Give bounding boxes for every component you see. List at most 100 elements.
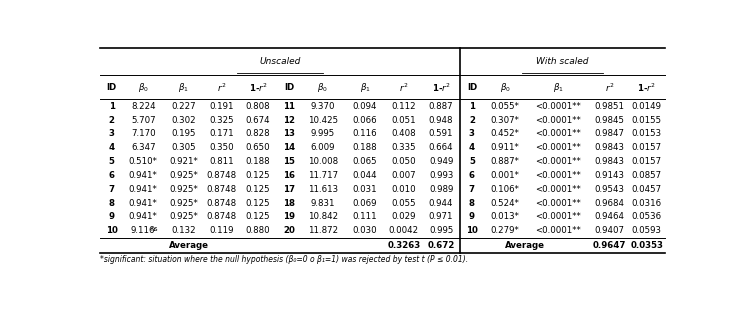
- Text: 0.125: 0.125: [246, 212, 270, 221]
- Text: $\beta_1$: $\beta_1$: [359, 81, 371, 94]
- Text: 0.195: 0.195: [172, 129, 196, 138]
- Text: 0.887*: 0.887*: [491, 157, 519, 166]
- Text: 5: 5: [109, 157, 114, 166]
- Text: 0.094: 0.094: [353, 102, 377, 111]
- Text: 0.065: 0.065: [353, 157, 377, 166]
- Text: 0.0157: 0.0157: [632, 157, 662, 166]
- Text: 0.941*: 0.941*: [128, 212, 158, 221]
- Text: 9: 9: [108, 212, 114, 221]
- Text: 0.887: 0.887: [429, 102, 453, 111]
- Text: 14: 14: [283, 143, 295, 152]
- Text: 0.674: 0.674: [246, 116, 270, 125]
- Text: 0.112: 0.112: [391, 102, 416, 111]
- Text: 0.0593: 0.0593: [632, 226, 662, 235]
- Text: 0.191: 0.191: [209, 102, 234, 111]
- Text: 0.591: 0.591: [429, 129, 453, 138]
- Text: 0.650: 0.650: [246, 143, 270, 152]
- Text: 1: 1: [469, 102, 475, 111]
- Text: 0.0042: 0.0042: [389, 226, 419, 235]
- Text: 0.944: 0.944: [429, 199, 453, 208]
- Text: 2: 2: [469, 116, 475, 125]
- Text: 17: 17: [283, 185, 295, 194]
- Text: 4: 4: [108, 143, 115, 152]
- Text: 0.305: 0.305: [171, 143, 196, 152]
- Text: 0.880: 0.880: [246, 226, 270, 235]
- Text: 0.808: 0.808: [246, 102, 270, 111]
- Text: 0.066: 0.066: [353, 116, 377, 125]
- Text: 0.3263: 0.3263: [387, 241, 421, 250]
- Text: 10: 10: [106, 226, 117, 235]
- Text: 6.347: 6.347: [131, 143, 155, 152]
- Text: 0.279*: 0.279*: [491, 226, 519, 235]
- Text: 0.811: 0.811: [209, 157, 234, 166]
- Text: 12: 12: [283, 116, 295, 125]
- Text: 15: 15: [283, 157, 295, 166]
- Text: 0.664: 0.664: [429, 143, 453, 152]
- Text: 1-$r^2$: 1-$r^2$: [637, 81, 656, 94]
- Text: Unscaled: Unscaled: [259, 57, 301, 66]
- Text: 0.0353: 0.0353: [630, 241, 663, 250]
- Text: 0.125: 0.125: [246, 171, 270, 180]
- Text: 0.0457: 0.0457: [632, 185, 662, 194]
- Text: 0.925*: 0.925*: [170, 199, 198, 208]
- Text: $r^2$: $r^2$: [399, 81, 409, 94]
- Text: 0.8748: 0.8748: [207, 199, 237, 208]
- Text: 0.941*: 0.941*: [128, 185, 158, 194]
- Text: 0.171: 0.171: [209, 129, 234, 138]
- Text: 19: 19: [283, 212, 295, 221]
- Text: 9.831: 9.831: [311, 199, 335, 208]
- Text: 0.125: 0.125: [246, 199, 270, 208]
- Text: 2: 2: [108, 116, 114, 125]
- Text: 0.0536: 0.0536: [632, 212, 662, 221]
- Text: <0.0001**: <0.0001**: [536, 157, 581, 166]
- Text: $r^2$: $r^2$: [217, 81, 226, 94]
- Text: 0.0316: 0.0316: [632, 199, 662, 208]
- Text: 5: 5: [469, 157, 475, 166]
- Text: 9: 9: [469, 212, 475, 221]
- Text: 0.111: 0.111: [353, 212, 377, 221]
- Text: 8: 8: [108, 199, 114, 208]
- Text: 7: 7: [108, 185, 115, 194]
- Text: $\beta_1$: $\beta_1$: [553, 81, 564, 94]
- Text: 0.8748: 0.8748: [207, 212, 237, 221]
- Text: 0.672: 0.672: [427, 241, 455, 250]
- Text: 0.524*: 0.524*: [491, 199, 519, 208]
- Text: 0.227: 0.227: [171, 102, 196, 111]
- Text: 0.510*: 0.510*: [128, 157, 158, 166]
- Text: 0.013*: 0.013*: [491, 212, 519, 221]
- Text: 8: 8: [469, 199, 475, 208]
- Text: 0.001*: 0.001*: [491, 171, 519, 180]
- Text: $\beta_1$: $\beta_1$: [179, 81, 189, 94]
- Text: 0.350: 0.350: [209, 143, 234, 152]
- Text: <0.0001**: <0.0001**: [536, 171, 581, 180]
- Text: 0.0857: 0.0857: [632, 171, 662, 180]
- Text: <0.0001**: <0.0001**: [536, 129, 581, 138]
- Text: 0.408: 0.408: [391, 129, 416, 138]
- Text: 0.8748: 0.8748: [207, 185, 237, 194]
- Text: $\beta_0$: $\beta_0$: [317, 81, 329, 94]
- Text: 3: 3: [108, 129, 114, 138]
- Text: 10.425: 10.425: [308, 116, 338, 125]
- Text: ID: ID: [284, 83, 294, 92]
- Text: 0.925*: 0.925*: [170, 185, 198, 194]
- Text: 7.170: 7.170: [131, 129, 155, 138]
- Text: 0.007: 0.007: [391, 171, 416, 180]
- Text: 20: 20: [283, 226, 295, 235]
- Text: <0.0001**: <0.0001**: [536, 185, 581, 194]
- Text: Average: Average: [505, 241, 545, 250]
- Text: 0.921*: 0.921*: [170, 157, 198, 166]
- Text: 1: 1: [108, 102, 114, 111]
- Text: 0.9143: 0.9143: [595, 171, 624, 180]
- Text: $r^2$: $r^2$: [605, 81, 614, 94]
- Text: 0.9847: 0.9847: [595, 129, 624, 138]
- Text: 0.132: 0.132: [171, 226, 196, 235]
- Text: 0.948: 0.948: [429, 116, 453, 125]
- Text: 0.188: 0.188: [246, 157, 270, 166]
- Text: <0.0001**: <0.0001**: [536, 226, 581, 235]
- Text: 6: 6: [469, 171, 475, 180]
- Text: 0.9851: 0.9851: [595, 102, 624, 111]
- Text: 0.044: 0.044: [353, 171, 377, 180]
- Text: 0.941*: 0.941*: [128, 199, 158, 208]
- Text: 0.9684: 0.9684: [595, 199, 624, 208]
- Text: 18: 18: [283, 199, 295, 208]
